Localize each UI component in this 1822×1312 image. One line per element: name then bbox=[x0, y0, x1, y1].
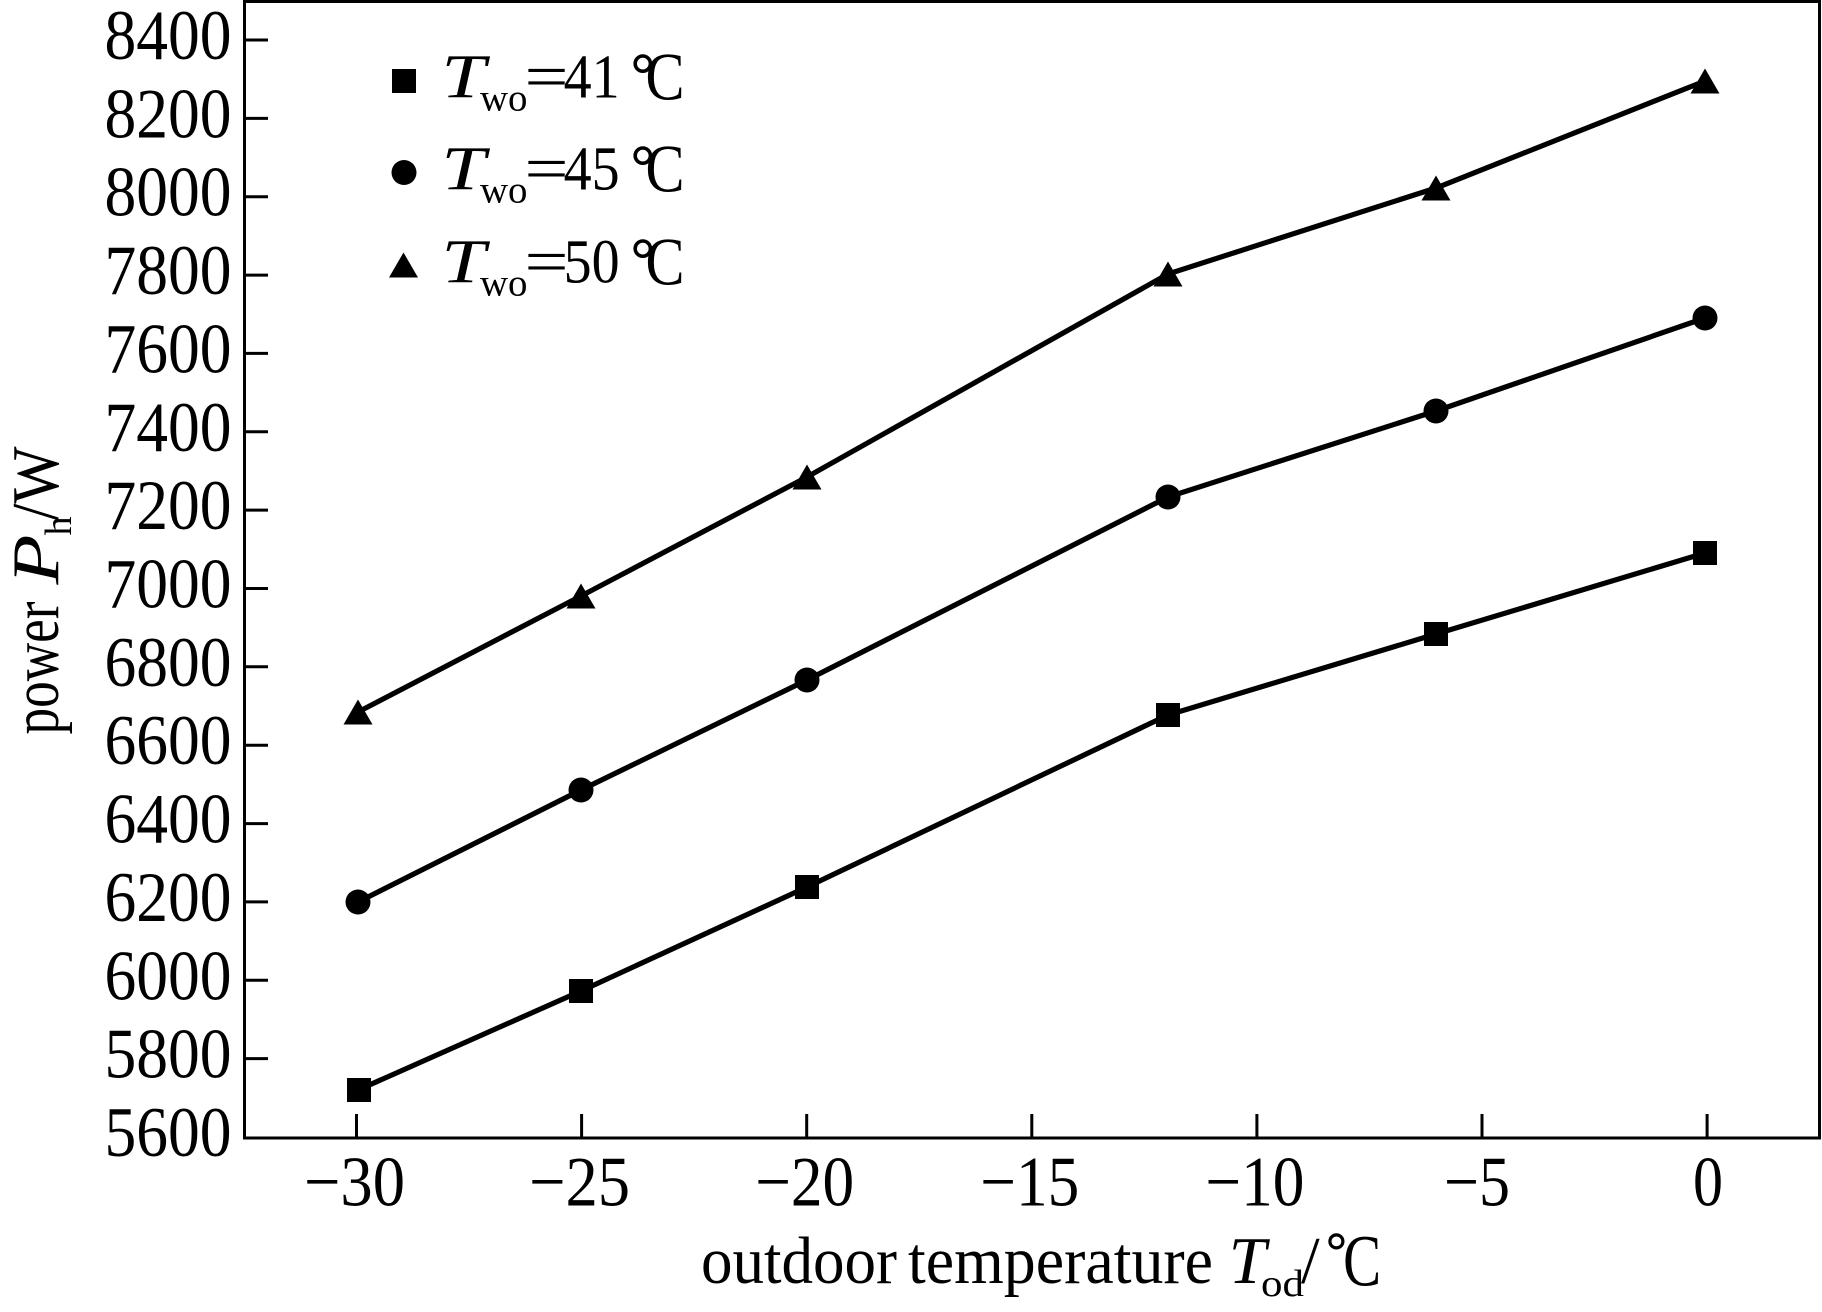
svg-text:50: 50 bbox=[564, 229, 620, 297]
svg-text:wo: wo bbox=[480, 263, 528, 305]
svg-text:7000: 7000 bbox=[105, 546, 232, 624]
svg-text:C: C bbox=[646, 224, 685, 300]
svg-text:6200: 6200 bbox=[105, 859, 232, 937]
svg-text:temperature: temperature bbox=[908, 1224, 1213, 1298]
svg-text:5600: 5600 bbox=[105, 1094, 232, 1172]
svg-text:T: T bbox=[1229, 1224, 1271, 1298]
svg-text:h: h bbox=[38, 517, 80, 536]
svg-text:7800: 7800 bbox=[105, 232, 232, 310]
svg-text:6800: 6800 bbox=[105, 624, 232, 702]
svg-text:/: / bbox=[1301, 1224, 1320, 1298]
svg-text:=: = bbox=[525, 44, 569, 112]
svg-text:5800: 5800 bbox=[105, 1016, 232, 1094]
svg-text:8400: 8400 bbox=[105, 0, 232, 75]
svg-text:od: od bbox=[1261, 1263, 1304, 1305]
svg-text:6600: 6600 bbox=[105, 702, 232, 780]
svg-text:0: 0 bbox=[1693, 1143, 1723, 1221]
svg-text:wo: wo bbox=[480, 78, 528, 120]
svg-text:−5: −5 bbox=[1444, 1143, 1510, 1221]
svg-text:=: = bbox=[525, 229, 569, 297]
svg-text:7200: 7200 bbox=[105, 467, 232, 545]
svg-text:8000: 8000 bbox=[105, 154, 232, 232]
svg-text:=: = bbox=[525, 136, 569, 204]
svg-text:T: T bbox=[441, 136, 491, 204]
svg-text:−25: −25 bbox=[529, 1143, 630, 1221]
svg-text:45: 45 bbox=[564, 136, 620, 204]
svg-text:−10: −10 bbox=[1205, 1143, 1304, 1221]
svg-text:6000: 6000 bbox=[105, 937, 232, 1015]
svg-text:8200: 8200 bbox=[105, 75, 232, 153]
svg-text:/W: /W bbox=[0, 446, 73, 521]
svg-text:C: C bbox=[646, 131, 685, 207]
svg-text:41: 41 bbox=[564, 44, 620, 112]
svg-text:6400: 6400 bbox=[105, 781, 232, 859]
svg-text:P: P bbox=[0, 535, 73, 586]
svg-text:−15: −15 bbox=[980, 1143, 1079, 1221]
svg-text:C: C bbox=[1343, 1220, 1381, 1301]
svg-text:−20: −20 bbox=[755, 1143, 854, 1221]
svg-text:7600: 7600 bbox=[105, 310, 232, 388]
svg-text:T: T bbox=[441, 229, 491, 297]
svg-text:−30: −30 bbox=[304, 1143, 405, 1221]
svg-text:wo: wo bbox=[480, 170, 528, 212]
svg-text:power: power bbox=[0, 602, 73, 735]
svg-text:7400: 7400 bbox=[105, 389, 232, 467]
svg-text:outdoor: outdoor bbox=[701, 1224, 897, 1298]
svg-text:C: C bbox=[646, 39, 685, 115]
svg-text:T: T bbox=[441, 44, 491, 112]
